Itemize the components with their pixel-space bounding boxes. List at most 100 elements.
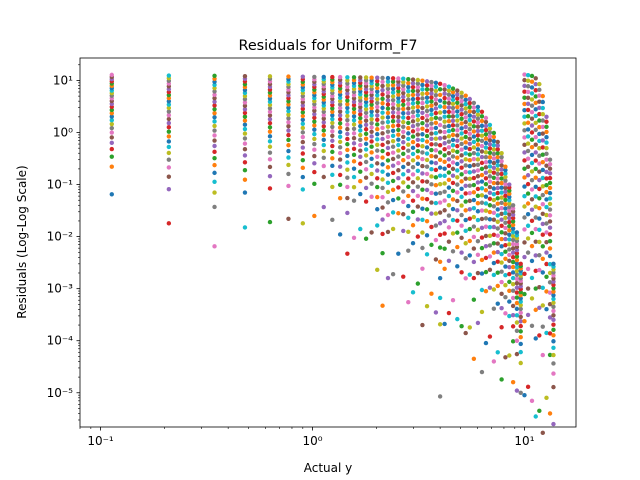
data-point <box>406 88 411 94</box>
data-point <box>450 97 456 103</box>
data-point <box>507 182 512 187</box>
data-point <box>483 201 489 206</box>
data-point <box>483 181 489 187</box>
data-point <box>363 122 369 128</box>
data-point <box>455 182 460 187</box>
data-point <box>401 124 406 130</box>
data-point <box>522 204 527 209</box>
data-point <box>345 184 350 190</box>
data-point <box>442 181 447 186</box>
data-point <box>551 279 556 284</box>
data-point <box>396 118 401 124</box>
data-point <box>267 164 273 170</box>
data-point <box>396 114 401 120</box>
data-point <box>312 131 317 137</box>
data-point <box>406 131 411 136</box>
data-point <box>267 157 273 162</box>
data-point <box>491 204 497 209</box>
x-axis-label: Actual y <box>304 461 353 475</box>
data-point <box>337 89 343 94</box>
data-point <box>507 194 512 200</box>
data-point <box>380 110 385 115</box>
data-point <box>510 230 516 235</box>
data-point <box>300 125 306 131</box>
data-point <box>300 187 306 192</box>
data-point <box>242 107 248 112</box>
data-point <box>518 314 523 320</box>
data-point <box>396 127 401 133</box>
data-point <box>410 81 416 86</box>
data-point <box>375 184 380 190</box>
data-point <box>363 106 369 112</box>
data-point <box>547 352 553 358</box>
data-point <box>479 118 485 124</box>
data-point <box>437 173 443 178</box>
data-point <box>510 203 516 208</box>
data-point <box>544 151 549 157</box>
data-point <box>420 150 425 155</box>
data-point <box>450 86 456 91</box>
data-point <box>166 95 172 101</box>
data-point <box>380 142 385 148</box>
data-point <box>321 148 326 154</box>
data-point <box>369 144 374 149</box>
data-point <box>503 178 508 183</box>
data-point <box>514 285 520 290</box>
data-point <box>510 275 516 281</box>
data-point <box>514 306 520 312</box>
data-point <box>424 164 430 169</box>
data-point <box>537 267 542 273</box>
data-point <box>330 120 335 126</box>
data-point <box>495 219 500 224</box>
data-point <box>503 273 508 278</box>
data-point <box>312 181 317 187</box>
data-point <box>491 175 497 180</box>
data-point <box>471 114 477 119</box>
data-point <box>507 208 512 213</box>
data-point <box>337 182 343 188</box>
data-point <box>337 74 343 80</box>
data-point <box>540 184 545 189</box>
data-point <box>446 239 452 244</box>
data-point <box>109 72 114 78</box>
data-point <box>337 134 343 140</box>
data-point <box>345 147 350 153</box>
data-point <box>459 147 464 152</box>
data-point <box>433 130 439 136</box>
data-point <box>510 246 516 251</box>
data-point <box>503 167 508 173</box>
data-point <box>369 150 374 155</box>
data-point <box>337 113 343 118</box>
data-point <box>525 84 531 89</box>
data-point <box>300 121 306 126</box>
data-point <box>455 88 460 93</box>
data-point <box>450 101 456 107</box>
data-point <box>510 212 516 217</box>
data-point <box>510 339 516 344</box>
data-point <box>544 230 549 235</box>
data-point <box>510 250 516 255</box>
data-point <box>401 119 406 125</box>
data-point <box>330 99 335 105</box>
data-point <box>533 100 538 105</box>
data-point <box>479 133 485 138</box>
data-point <box>522 184 527 189</box>
data-point <box>446 118 452 124</box>
data-point <box>351 110 357 115</box>
data-point <box>499 159 504 164</box>
data-point <box>487 179 493 184</box>
data-point <box>446 109 452 115</box>
data-point <box>375 89 380 94</box>
data-point <box>330 172 335 178</box>
data-point <box>503 355 508 360</box>
data-point <box>390 114 396 119</box>
data-point <box>380 231 385 237</box>
plot-frame <box>79 57 577 428</box>
data-point <box>551 339 556 344</box>
data-point <box>463 208 468 213</box>
data-point <box>522 142 527 148</box>
data-point <box>345 131 350 137</box>
data-point <box>330 217 335 223</box>
data-point <box>390 156 396 162</box>
data-point <box>415 132 421 137</box>
